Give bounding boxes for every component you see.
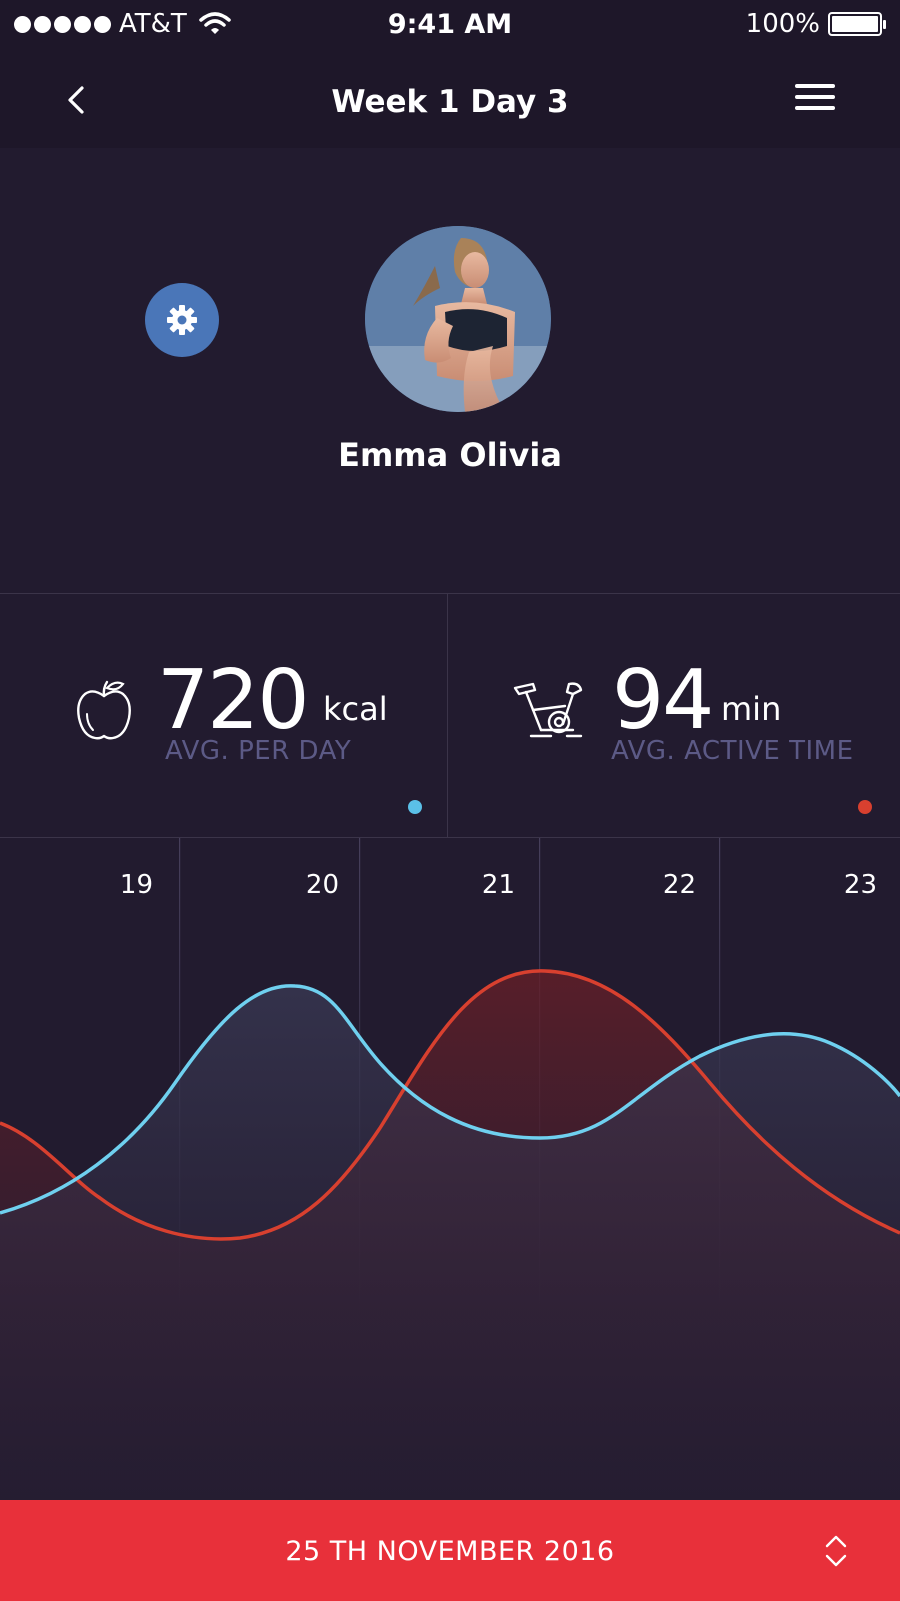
apple-icon [77, 680, 131, 740]
settings-button[interactable] [145, 283, 219, 357]
runner-photo [365, 226, 551, 412]
chart-canvas [0, 838, 900, 1500]
status-time: 9:41 AM [387, 9, 513, 40]
signal-icon [14, 15, 111, 33]
x-tick-label: 19 [119, 870, 153, 900]
calories-label: AVG. PER DAY [165, 736, 352, 766]
exercise-bike-icon [513, 682, 583, 738]
battery-percent: 100% [745, 9, 820, 39]
carrier-group: AT&T [14, 9, 231, 39]
calories-value: 720 [157, 653, 310, 748]
profile-section: Emma Olivia [0, 148, 900, 593]
hamburger-menu-icon[interactable] [795, 84, 835, 116]
calories-area [0, 985, 900, 1500]
active-time-value: 94 [612, 653, 714, 748]
stats-panel: 720 kcal AVG. PER DAY 94 min AVG. ACTIVE… [0, 593, 900, 838]
x-tick-label: 22 [662, 870, 696, 900]
user-name: Emma Olivia [338, 436, 562, 474]
x-tick-label: 20 [305, 870, 339, 900]
carrier-label: AT&T [119, 9, 187, 39]
calories-stat[interactable]: 720 kcal AVG. PER DAY [0, 594, 448, 838]
gear-icon [167, 305, 197, 335]
calories-series-dot [408, 800, 422, 814]
wifi-icon [199, 12, 231, 34]
active-time-series-dot [858, 800, 872, 814]
battery-group: 100% [745, 9, 886, 39]
up-down-chevron-icon[interactable] [822, 1532, 850, 1570]
active-time-stat[interactable]: 94 min AVG. ACTIVE TIME [449, 594, 900, 838]
nav-bar: Week 1 Day 3 [0, 52, 900, 148]
calories-unit: kcal [323, 690, 388, 728]
avatar[interactable] [365, 226, 551, 412]
active-time-label: AVG. ACTIVE TIME [611, 736, 854, 766]
page-title: Week 1 Day 3 [331, 84, 569, 120]
x-tick-label: 21 [481, 870, 515, 900]
selected-date: 25 TH NOVEMBER 2016 [285, 1536, 615, 1567]
active-time-line [0, 969, 900, 1241]
status-bar: AT&T 9:41 AM 100% [0, 0, 900, 52]
calories-line [0, 984, 900, 1215]
x-tick-label: 23 [843, 870, 877, 900]
battery-icon [828, 12, 886, 36]
active-time-unit: min [721, 690, 782, 728]
activity-chart[interactable]: 19 20 21 22 23 [0, 838, 900, 1500]
date-picker-bar[interactable]: 25 TH NOVEMBER 2016 [0, 1500, 900, 1601]
back-chevron-icon[interactable] [58, 78, 94, 122]
